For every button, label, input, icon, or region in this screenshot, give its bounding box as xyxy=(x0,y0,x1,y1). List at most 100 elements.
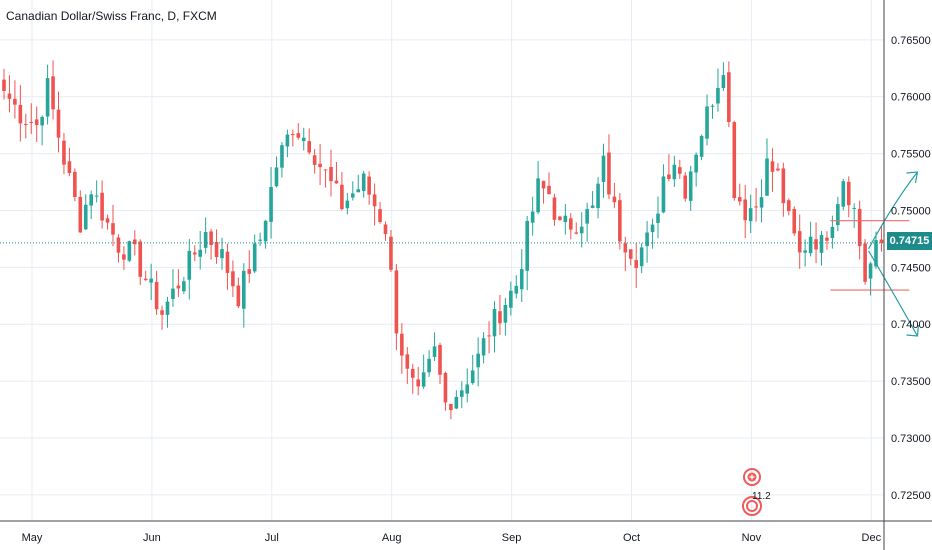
trend-arrow-up xyxy=(868,171,918,250)
candle-body xyxy=(280,145,284,168)
candle-body xyxy=(868,263,873,279)
candle-body xyxy=(13,98,17,105)
candle-body xyxy=(394,270,399,334)
candle-body xyxy=(645,232,649,247)
time-axis-label: Sep xyxy=(502,532,522,544)
candle-body xyxy=(2,79,6,92)
candle-body xyxy=(509,290,513,308)
symbol-title[interactable]: Canadian Dollar/Swiss Franc, D, FXCM xyxy=(6,9,217,23)
candle-body xyxy=(841,181,846,207)
candle-body xyxy=(116,237,121,253)
exchange-label: FXCM xyxy=(182,9,217,23)
candle-body xyxy=(737,197,742,202)
candle-body xyxy=(569,218,573,230)
candle-body xyxy=(552,197,557,220)
candle-body xyxy=(182,281,186,292)
candle-body xyxy=(105,218,110,223)
price-axis-label: 0.76500 xyxy=(891,35,931,47)
candle-body xyxy=(514,285,519,294)
candle-body xyxy=(94,195,99,197)
candle-body xyxy=(754,206,758,208)
candle-body xyxy=(863,243,867,282)
candle-body xyxy=(187,250,192,280)
candle-body xyxy=(716,88,720,104)
price-axis-label: 0.74000 xyxy=(891,319,931,331)
candle-body xyxy=(18,104,23,124)
candle-body xyxy=(470,370,475,384)
candle-body xyxy=(405,354,410,369)
candle-body xyxy=(585,209,589,224)
candle-body xyxy=(612,196,617,203)
candle-body xyxy=(372,194,377,207)
candle-body xyxy=(410,368,415,378)
candle-body xyxy=(661,176,666,213)
candle-body xyxy=(432,346,437,357)
candle-body xyxy=(618,200,622,242)
candle-body xyxy=(89,194,93,206)
candle-body xyxy=(67,161,72,174)
candle-body xyxy=(519,269,524,290)
candle-body xyxy=(111,223,115,235)
candle-body xyxy=(852,207,856,209)
candle-body xyxy=(678,167,682,174)
price-axis-label: 0.76000 xyxy=(891,92,931,104)
candle-body xyxy=(56,109,61,138)
candle-body xyxy=(400,333,404,356)
time-axis-label: Jun xyxy=(143,532,161,544)
candle-body xyxy=(361,173,366,191)
candle-body xyxy=(656,213,660,223)
candle-body xyxy=(481,338,486,356)
candle-body xyxy=(699,135,704,157)
candle-body xyxy=(727,72,731,123)
candle-body xyxy=(607,152,611,195)
events-icon-inner xyxy=(746,500,758,512)
candle-body xyxy=(558,216,562,221)
time-axis-label: Jul xyxy=(265,532,279,544)
candle-body xyxy=(710,105,715,107)
candle-body xyxy=(596,183,600,209)
candle-body xyxy=(225,251,230,273)
candle-body xyxy=(830,226,835,239)
candle-body xyxy=(29,121,34,123)
time-axis-label: Aug xyxy=(382,532,402,544)
candle-body xyxy=(460,390,464,397)
time-axis-label: Oct xyxy=(623,532,640,544)
candle-body xyxy=(285,134,290,147)
title-separator: , xyxy=(176,9,183,23)
candle-body xyxy=(683,175,688,199)
candle-body xyxy=(242,270,246,309)
candle-body xyxy=(40,116,44,126)
candle-body xyxy=(34,119,39,125)
candle-body xyxy=(389,236,393,270)
candle-body xyxy=(274,167,279,187)
candle-body xyxy=(24,123,28,125)
candle-body xyxy=(732,122,737,199)
candle-body xyxy=(792,209,797,234)
candle-body xyxy=(825,237,829,241)
drawing-overlay xyxy=(0,171,920,337)
candle-body xyxy=(51,76,55,110)
candle-body xyxy=(667,174,671,179)
candle-body xyxy=(214,241,219,258)
candle-body xyxy=(307,141,311,153)
candle-body xyxy=(536,178,540,213)
candle-body xyxy=(312,155,317,165)
price-axis-label: 0.72500 xyxy=(891,490,931,502)
candle-body xyxy=(7,93,12,99)
candle-body xyxy=(269,187,273,222)
candle-body xyxy=(127,241,132,261)
candle-body xyxy=(639,247,644,267)
candle-body xyxy=(378,209,382,223)
time-axis-label: Dec xyxy=(862,532,882,544)
flag-icon xyxy=(743,468,761,486)
candle-body xyxy=(601,155,606,182)
candle-body xyxy=(628,249,633,259)
events-badge[interactable] xyxy=(742,468,762,516)
candlestick-series xyxy=(2,60,884,420)
events-count: 11.2 xyxy=(752,491,771,502)
candle-body xyxy=(874,240,878,267)
candle-body xyxy=(329,166,333,182)
candle-body xyxy=(541,180,546,189)
candle-body xyxy=(879,239,884,243)
